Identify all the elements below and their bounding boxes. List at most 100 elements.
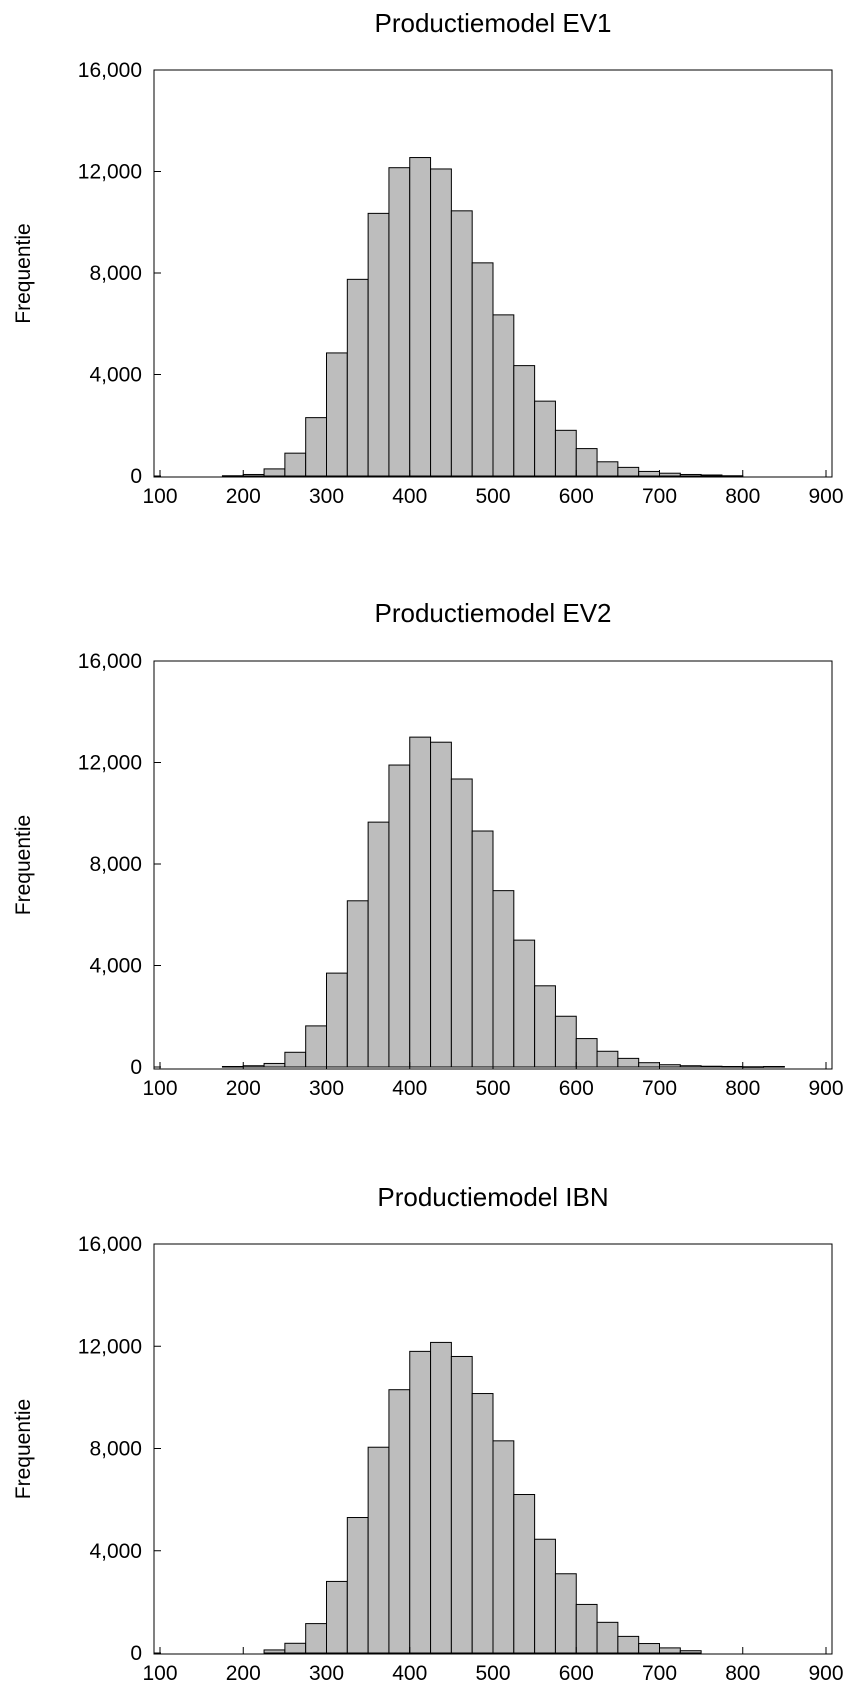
y-tick-label: 8,000 [89, 1438, 142, 1461]
histogram-bar [659, 1064, 681, 1068]
x-tick-label: 100 [142, 485, 177, 508]
histogram-bar [430, 741, 452, 1068]
y-axis-label: Frequentie [12, 815, 35, 915]
histogram-bar [492, 314, 515, 477]
histogram-bar [721, 475, 744, 477]
histogram-bar [575, 1603, 598, 1654]
histogram-bar [575, 448, 598, 477]
y-axis-label: Frequentie [12, 1399, 35, 1499]
y-axis-label: Frequentie [12, 223, 35, 323]
y-tick-label: 4,000 [89, 955, 142, 978]
histogram-bar [534, 985, 556, 1068]
histogram-bar [388, 1389, 411, 1654]
histogram-bar [284, 1051, 307, 1068]
histogram-bar [617, 466, 640, 477]
histogram-bar [513, 365, 536, 477]
y-tick-label: 16,000 [78, 650, 142, 673]
histogram-bar [763, 1065, 785, 1068]
x-tick-label: 300 [309, 1077, 344, 1100]
histogram-bar [409, 1350, 432, 1654]
histogram-panel-1: Productiemodel EV1 Frequentie 0 4,000 8,000 1… [12, 8, 844, 508]
histogram-bar [367, 821, 390, 1068]
x-tick-label: 100 [142, 1077, 177, 1100]
x-tick-label: 500 [475, 1077, 510, 1100]
histogram-bar [638, 470, 660, 477]
histogram-bar [575, 1038, 598, 1068]
y-tick-label: 8,000 [89, 262, 142, 285]
chart-title: Productiemodel IBN [377, 1182, 608, 1212]
x-tick-label: 400 [392, 1077, 427, 1100]
histogram-bar [305, 417, 327, 477]
x-tick-label: 800 [725, 1662, 760, 1685]
x-tick-label: 500 [475, 485, 510, 508]
histogram-bar [263, 1649, 286, 1654]
x-tick-label: 200 [226, 1077, 261, 1100]
histogram-bar [554, 1573, 577, 1654]
y-tick-label: 16,000 [78, 59, 142, 82]
histogram-bar [221, 1065, 244, 1068]
histogram-bar [554, 1015, 577, 1068]
histogram-bar [346, 1517, 369, 1654]
histogram-bar [450, 1355, 473, 1654]
y-tick-label: 12,000 [78, 752, 142, 775]
histogram-bar [326, 972, 348, 1068]
histogram-bar [596, 1050, 619, 1068]
histogram-bar [305, 1623, 327, 1654]
x-tick-label: 900 [808, 485, 843, 508]
y-tick-label: 0 [130, 1642, 142, 1665]
histogram-bar [346, 900, 369, 1068]
x-tick-label: 500 [475, 1662, 510, 1685]
histogram-bar [659, 1647, 681, 1654]
histogram-bar [326, 352, 348, 477]
x-tick-label: 800 [725, 485, 760, 508]
x-tick-label: 300 [309, 1662, 344, 1685]
histogram-bar [679, 473, 702, 477]
histogram-bar [721, 1065, 744, 1068]
histogram-bar [388, 167, 411, 477]
x-tick-label: 100 [142, 1662, 177, 1685]
histogram-bar [367, 212, 390, 477]
histogram-bar [471, 262, 494, 477]
x-tick-label: 900 [808, 1662, 843, 1685]
histogram-bar [471, 830, 494, 1068]
histogram-bar [554, 429, 577, 477]
histogram-bar [679, 1650, 702, 1654]
y-tick-label: 4,000 [89, 364, 142, 387]
x-tick-label: 300 [309, 485, 344, 508]
histogram-bar [492, 1440, 515, 1654]
histogram-bar [700, 1065, 723, 1068]
histogram-bar [492, 890, 515, 1068]
chart-title: Productiemodel EV1 [374, 8, 611, 38]
x-tick-label: 700 [642, 1662, 677, 1685]
x-tick-label: 800 [725, 1077, 760, 1100]
histogram-panel-3: Productiemodel IBN Frequentie 0 4,000 8,000 1… [12, 1182, 844, 1685]
histogram-bar [638, 1062, 660, 1068]
x-tick-label: 900 [808, 1077, 843, 1100]
histogram-bar [596, 461, 619, 477]
histogram-bar [263, 468, 286, 477]
histogram-bar [471, 1393, 494, 1654]
histogram-bar [367, 1446, 390, 1654]
x-tick-label: 400 [392, 1662, 427, 1685]
y-tick-label: 8,000 [89, 853, 142, 876]
histogram-bar [305, 1025, 327, 1068]
histogram-bar [513, 1494, 536, 1654]
histogram-bar [409, 736, 432, 1068]
histogram-bar [450, 210, 473, 477]
histogram-bar [742, 1066, 765, 1068]
x-tick-label: 600 [559, 1662, 594, 1685]
histogram-bar [242, 1065, 265, 1068]
x-tick-label: 200 [226, 485, 261, 508]
histogram-bar [679, 1065, 702, 1068]
y-tick-label: 12,000 [78, 161, 142, 184]
x-tick-label: 200 [226, 1662, 261, 1685]
y-tick-label: 16,000 [78, 1233, 142, 1256]
histogram-bar [430, 1341, 452, 1654]
x-tick-label: 600 [559, 485, 594, 508]
histogram-bar [430, 168, 452, 477]
y-tick-label: 0 [130, 465, 142, 488]
histogram-bar [388, 764, 411, 1068]
histogram-bar [326, 1580, 348, 1654]
histogram-bar [534, 1538, 556, 1654]
